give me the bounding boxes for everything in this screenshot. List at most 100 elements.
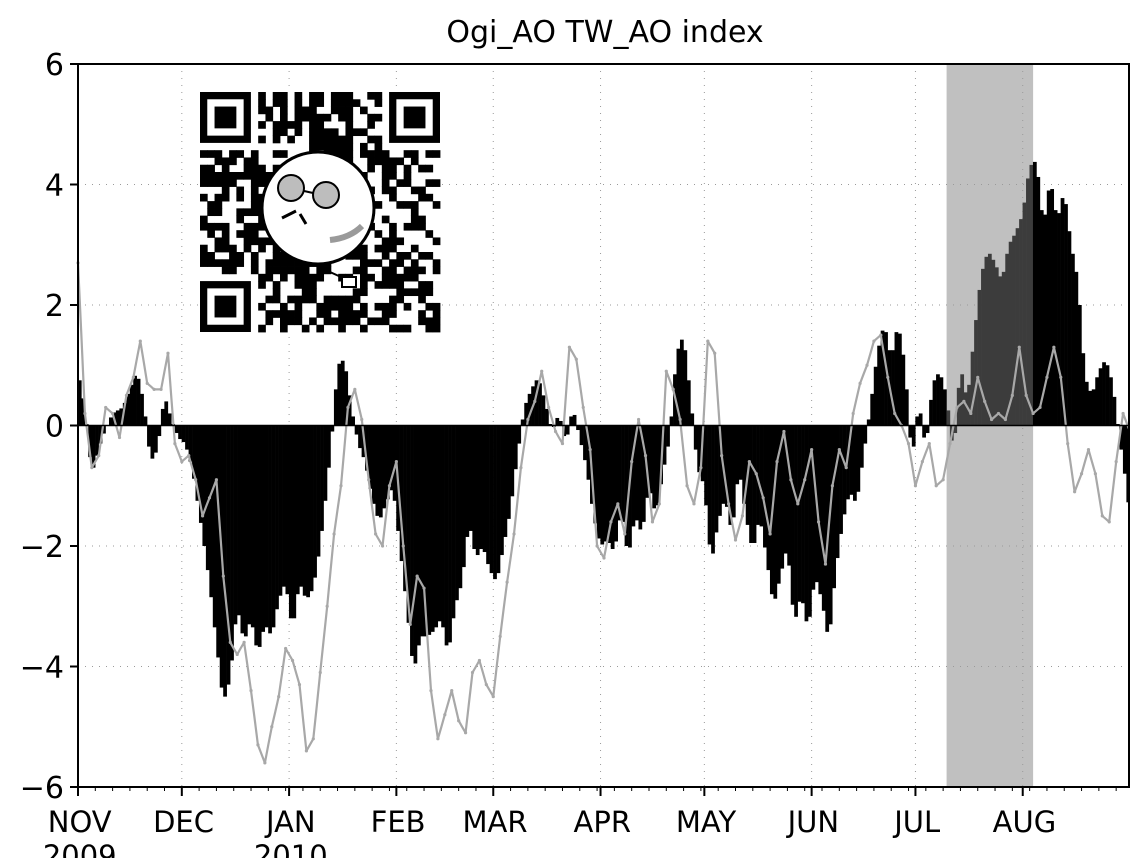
x-tick-label: MAR [462,805,527,839]
bar [1015,228,1020,426]
qr-module [338,135,346,144]
qr-module [432,150,441,158]
qr-module [396,273,405,282]
qr-module [243,230,252,238]
qr-module [214,179,223,187]
qr-module [221,179,230,187]
qr-module [374,259,383,267]
qr-module [367,273,375,282]
qr-module [250,230,259,238]
bar [724,425,729,507]
line-point [117,435,122,440]
bar [825,425,830,632]
qr-module [258,92,266,100]
line-point [124,393,129,397]
line-point [886,375,890,379]
line-point [616,502,620,506]
qr-module [272,92,281,100]
bar [500,425,504,556]
bar [323,425,328,501]
qr-module [243,172,252,180]
line-point [782,429,786,434]
line-point [1010,393,1014,397]
line-point [401,544,405,548]
qr-finder-core [214,295,237,318]
line-point [450,689,454,693]
qr-module [367,135,375,144]
bar [1039,210,1044,426]
line-point [297,682,302,687]
bar [763,425,767,548]
line-point [893,411,897,416]
bar [1102,362,1106,426]
qr-module [425,193,434,202]
qr-module [323,128,332,137]
line-point [830,484,834,488]
qr-module [418,295,426,304]
line-point [249,689,253,693]
bar [247,425,252,625]
bar [832,425,837,589]
bar [129,384,134,426]
bar [939,377,944,426]
bar [1029,164,1034,426]
x-tick-label: JUN [786,805,839,839]
bar [790,425,795,605]
qr-module [389,186,397,195]
bar [95,425,99,456]
line-point [872,339,876,343]
bar [1091,389,1096,426]
bar [1001,271,1006,426]
bar [600,425,605,545]
qr-module [367,157,375,166]
bar [299,425,304,587]
qr-module [214,259,223,267]
line-point [1086,448,1091,452]
qr-module [243,208,252,217]
bar [981,268,985,426]
line-point [97,454,101,458]
bar [787,425,792,566]
line-point [284,646,288,651]
line-point [194,478,198,482]
line-point [1093,472,1097,476]
qr-module [396,237,405,246]
qr-module [338,317,346,326]
bar [922,425,926,438]
line-point [235,652,239,657]
x-tick-year-label: 2009 [43,839,117,858]
y-tick-label: 0 [45,410,64,445]
qr-module [374,113,383,122]
bar [808,425,812,617]
qr-module [316,310,325,318]
bar [489,425,494,574]
qr-module [258,172,266,180]
qr-module [272,128,281,137]
qr-module [389,222,397,231]
qr-module [374,244,383,253]
qr-code-image [200,92,441,333]
qr-module [425,230,434,238]
qr-module [301,273,310,282]
qr-module [403,179,412,187]
qr-module [309,281,317,289]
line-point [547,405,551,410]
bar [1036,176,1041,426]
bar [873,366,878,426]
x-tick-label: FEB [371,805,426,839]
qr-module [221,244,230,253]
line-point [623,532,627,536]
line-point [996,411,1001,416]
qr-module [323,135,332,144]
qr-module [396,201,405,209]
line-point [519,466,523,470]
bar [389,425,394,491]
qr-module [316,324,325,333]
bar [738,425,743,480]
qr-module [207,259,215,267]
bar [230,425,234,661]
bar [292,425,297,619]
qr-module [287,317,295,326]
bar [212,425,217,628]
bar [133,375,137,426]
